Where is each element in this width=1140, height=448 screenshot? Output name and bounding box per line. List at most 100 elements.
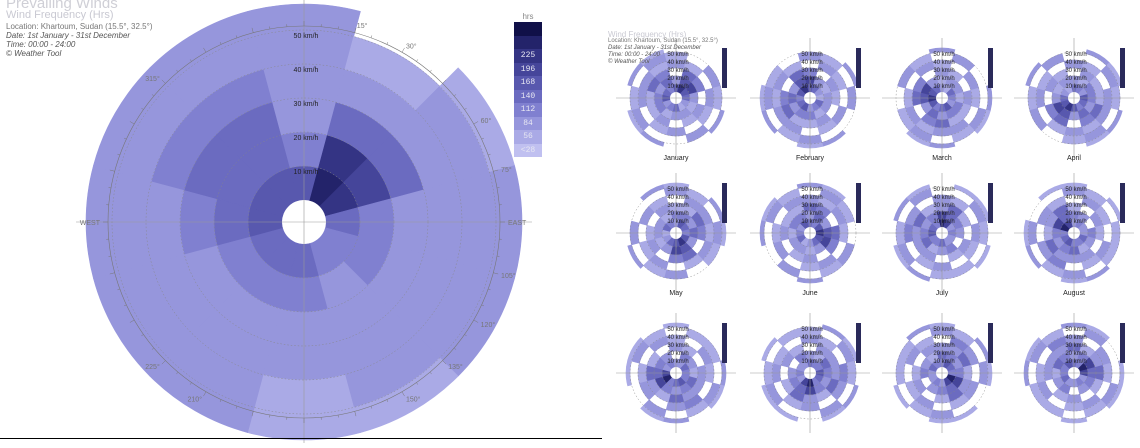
bottom-rule [0, 438, 602, 439]
rose-speed-ring-label: 10 km/h [933, 219, 954, 225]
rose-speed-ring-label: 50 km/h [801, 327, 822, 333]
chart-credit: © Weather Tool [6, 49, 61, 59]
rose-speed-ring-label: 40 km/h [801, 60, 822, 66]
angle-label: 60° [481, 117, 492, 125]
rose-speed-ring-label: 20 km/h [933, 76, 954, 82]
mini-legend [1120, 323, 1125, 363]
monthly-wind-roses-panel: Wind Frequency (Hrs) Location: Khartoum,… [612, 28, 1140, 443]
rose-cell [777, 260, 800, 278]
rose-cell [773, 241, 788, 260]
rose-speed-ring-label: 20 km/h [667, 351, 688, 357]
rose-speed-ring-label: 50 km/h [1065, 327, 1086, 333]
legend-swatch [514, 22, 542, 36]
rose-speed-ring-label: 30 km/h [1065, 343, 1086, 349]
rose-speed-ring-label: 50 km/h [933, 327, 954, 333]
mini-legend [988, 323, 993, 363]
rose-speed-ring-label: 40 km/h [1065, 195, 1086, 201]
mini-legend [722, 48, 727, 88]
rose-speed-ring-label: 20 km/h [667, 76, 688, 82]
month-label: May [669, 290, 683, 297]
angle-label: 225° [145, 363, 160, 371]
rose-speed-ring-label: 40 km/h [801, 195, 822, 201]
rose-speed-ring-label: 20 km/h [933, 211, 954, 217]
rose-speed-ring-label: 20 km/h [1065, 76, 1086, 82]
rose-cell [963, 71, 978, 90]
rose-speed-ring-label: 30 km/h [667, 343, 688, 349]
angle-label: 75° [501, 166, 512, 174]
rose-speed-ring-label: 20 km/h [1065, 211, 1086, 217]
legend-label: 112 [514, 105, 542, 114]
legend-label: 168 [514, 78, 542, 87]
rose-speed-ring-label: 40 km/h [933, 335, 954, 341]
month-label: April [1067, 155, 1081, 162]
rose-speed-ring-label: 50 km/h [294, 33, 319, 40]
angle-label: 105° [501, 272, 516, 280]
mini-legend [722, 323, 727, 363]
rose-speed-ring-label: 40 km/h [933, 60, 954, 66]
angle-label: 15° [357, 22, 368, 30]
month-label: February [796, 155, 825, 162]
grid-credit: © Weather Tool [608, 59, 649, 66]
angle-label: 315° [145, 75, 160, 83]
monthly-rose: 10 km/h20 km/h30 km/h40 km/h50 km/h [1014, 38, 1134, 158]
legend-label: 196 [514, 65, 542, 74]
rose-speed-ring-label: 10 km/h [1065, 219, 1086, 225]
rose-speed-ring-label: 30 km/h [933, 343, 954, 349]
monthly-rose: 10 km/h20 km/h30 km/h40 km/h50 km/h [750, 313, 870, 433]
rose-speed-ring-label: 50 km/h [801, 52, 822, 58]
rose-speed-ring-label: 30 km/h [667, 203, 688, 209]
angle-label: 210° [188, 396, 203, 404]
angle-label: 120° [481, 321, 496, 329]
rose-speed-ring-label: 50 km/h [1065, 52, 1086, 58]
rose-speed-ring-label: 40 km/h [294, 67, 319, 74]
rose-speed-ring-label: 50 km/h [801, 187, 822, 193]
rose-speed-ring-label: 10 km/h [1065, 84, 1086, 90]
rose-speed-ring-label: 40 km/h [667, 195, 688, 201]
month-label: March [932, 155, 952, 162]
legend-swatch [514, 36, 542, 50]
grid-location: Location: Khartoum, Sudan (15.5°, 32.5°) [608, 38, 718, 45]
month-label: January [664, 155, 689, 162]
rose-speed-ring-label: 20 km/h [801, 351, 822, 357]
rose-speed-ring-label: 10 km/h [667, 359, 688, 365]
rose-speed-ring-label: 50 km/h [667, 52, 688, 58]
rose-speed-ring-label: 30 km/h [801, 68, 822, 74]
angle-label: 135° [448, 363, 463, 371]
monthly-rose: 10 km/h20 km/h30 km/h40 km/h50 km/h [750, 38, 870, 158]
rose-speed-ring-label: 20 km/h [667, 211, 688, 217]
legend-label: 225 [514, 51, 542, 60]
month-label: June [802, 290, 817, 297]
grid-date: Date: 1st January - 31st December [608, 45, 701, 52]
rose-speed-ring-label: 50 km/h [933, 187, 954, 193]
annual-rose: 10 km/h20 km/h30 km/h40 km/h50 km/h [76, 0, 532, 443]
annual-wind-rose-chart: 10 km/h20 km/h30 km/h40 km/h50 km/h15°30… [0, 0, 600, 443]
rose-speed-ring-label: 40 km/h [1065, 335, 1086, 341]
monthly-rose: 10 km/h20 km/h30 km/h40 km/h50 km/h [616, 313, 736, 433]
rose-speed-ring-label: 10 km/h [933, 359, 954, 365]
rose-cell [952, 54, 975, 72]
rose-speed-ring-label: 30 km/h [933, 203, 954, 209]
rose-speed-ring-label: 30 km/h [801, 203, 822, 209]
monthly-rose: 10 km/h20 km/h30 km/h40 km/h50 km/h [882, 38, 1002, 158]
angle-tick [416, 59, 417, 61]
rose-speed-ring-label: 30 km/h [933, 68, 954, 74]
chart-subtitle: Wind Frequency (Hrs) [6, 10, 114, 20]
rose-speed-ring-label: 40 km/h [933, 195, 954, 201]
monthly-rose: 10 km/h20 km/h30 km/h40 km/h50 km/h [616, 173, 736, 293]
rose-speed-ring-label: 50 km/h [667, 187, 688, 193]
mini-legend [856, 323, 861, 363]
rose-speed-ring-label: 30 km/h [1065, 203, 1086, 209]
rose-speed-ring-label: 40 km/h [667, 335, 688, 341]
angle-tick [371, 35, 372, 37]
rose-speed-ring-label: 10 km/h [801, 84, 822, 90]
rose-speed-ring-label: 40 km/h [1065, 60, 1086, 66]
legend-label: <28 [514, 146, 542, 155]
angle-label: 150° [406, 396, 421, 404]
rose-speed-ring-label: 40 km/h [667, 60, 688, 66]
month-label: July [936, 290, 949, 297]
monthly-wind-rose-grid: 10 km/h20 km/h30 km/h40 km/h50 km/hJanua… [612, 28, 1140, 443]
rose-speed-ring-label: 50 km/h [1065, 187, 1086, 193]
mini-legend [722, 183, 727, 223]
